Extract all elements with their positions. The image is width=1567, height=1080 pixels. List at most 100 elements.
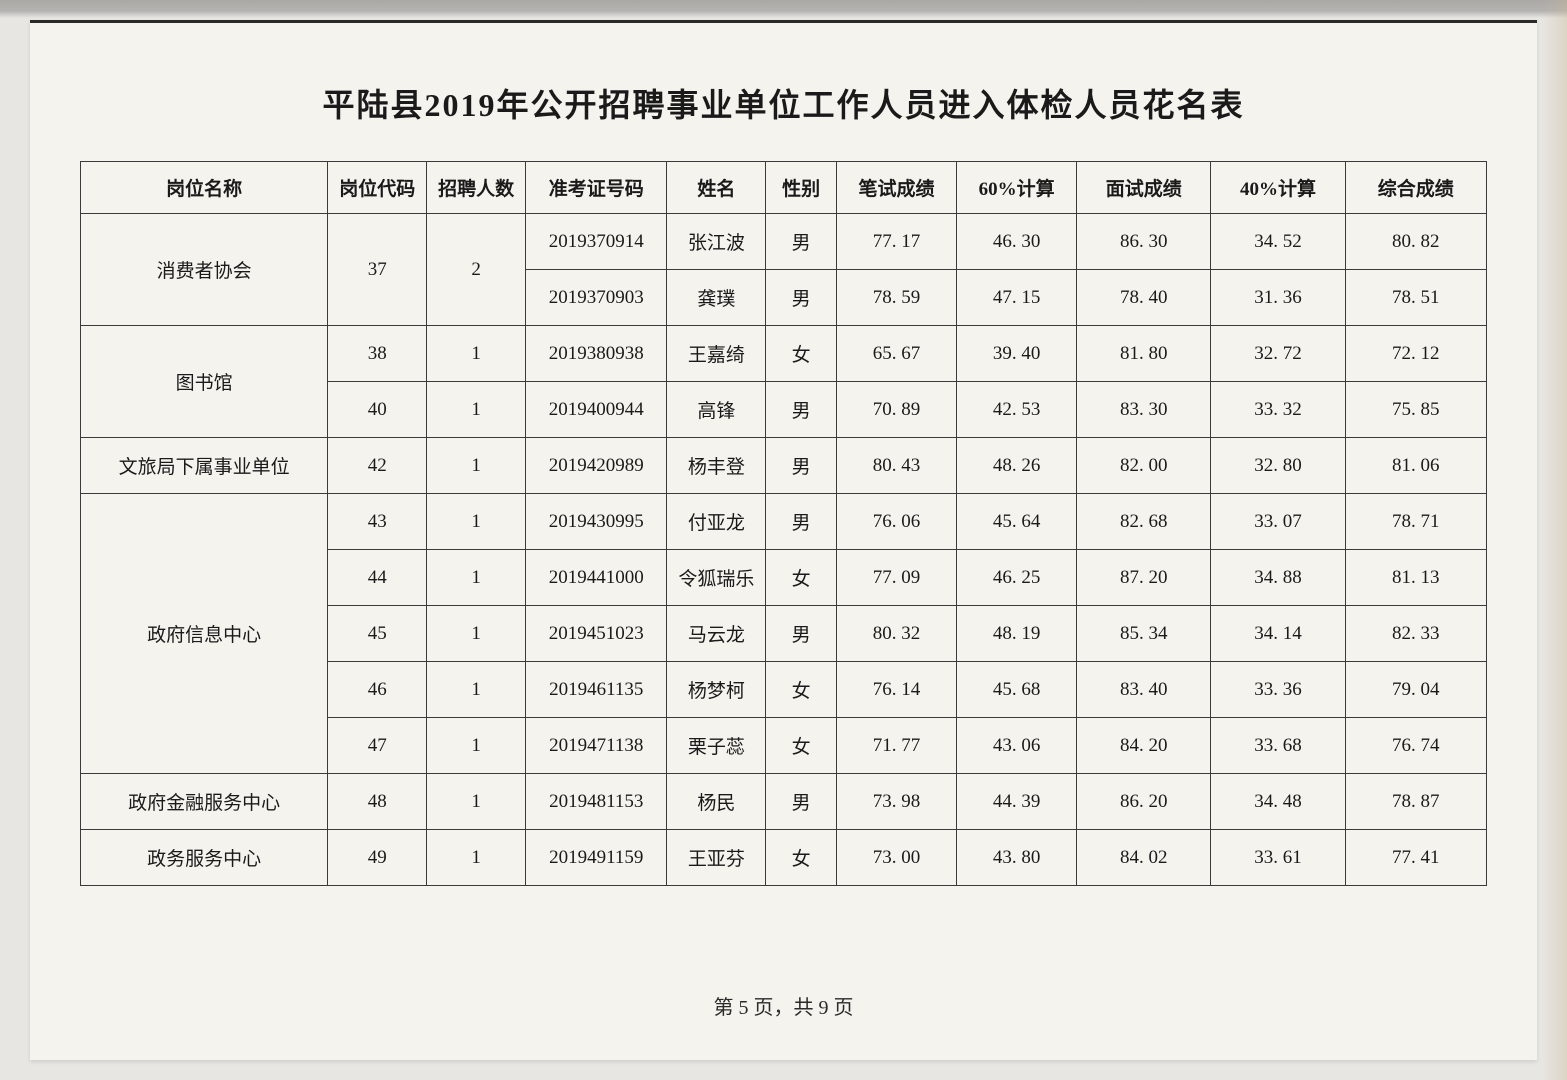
cell-code: 43 bbox=[328, 494, 427, 550]
cell-calc60: 42. 53 bbox=[957, 382, 1077, 438]
cell-code: 48 bbox=[328, 774, 427, 830]
cell-calc40: 33. 32 bbox=[1211, 382, 1345, 438]
cell-total: 81. 06 bbox=[1345, 438, 1486, 494]
cell-gender: 男 bbox=[766, 438, 837, 494]
table-row: 政府信息中心4312019430995付亚龙男76. 0645. 6482. 6… bbox=[81, 494, 1487, 550]
cell-total: 76. 74 bbox=[1345, 718, 1486, 774]
cell-calc40: 34. 14 bbox=[1211, 606, 1345, 662]
col-header-written: 笔试成绩 bbox=[836, 162, 956, 214]
cell-gender: 男 bbox=[766, 270, 837, 326]
cell-count: 1 bbox=[427, 494, 526, 550]
cell-calc60: 45. 64 bbox=[957, 494, 1077, 550]
scan-artifact-top bbox=[0, 0, 1567, 18]
cell-code: 44 bbox=[328, 550, 427, 606]
cell-gender: 女 bbox=[766, 662, 837, 718]
cell-total: 82. 33 bbox=[1345, 606, 1486, 662]
cell-calc60: 44. 39 bbox=[957, 774, 1077, 830]
cell-name: 令狐瑞乐 bbox=[667, 550, 766, 606]
table-row: 消费者协会3722019370914张江波男77. 1746. 3086. 30… bbox=[81, 214, 1487, 270]
cell-position: 消费者协会 bbox=[81, 214, 328, 326]
table-row: 政府金融服务中心4812019481153杨民男73. 9844. 3986. … bbox=[81, 774, 1487, 830]
col-header-name: 姓名 bbox=[667, 162, 766, 214]
col-header-gender: 性别 bbox=[766, 162, 837, 214]
cell-interview: 86. 30 bbox=[1077, 214, 1211, 270]
cell-interview: 78. 40 bbox=[1077, 270, 1211, 326]
cell-written: 78. 59 bbox=[836, 270, 956, 326]
cell-calc60: 43. 80 bbox=[957, 830, 1077, 886]
cell-code: 46 bbox=[328, 662, 427, 718]
cell-interview: 82. 00 bbox=[1077, 438, 1211, 494]
cell-written: 73. 98 bbox=[836, 774, 956, 830]
cell-interview: 84. 20 bbox=[1077, 718, 1211, 774]
page-footer: 第 5 页，共 9 页 bbox=[30, 991, 1537, 1020]
cell-code: 38 bbox=[328, 326, 427, 382]
cell-total: 72. 12 bbox=[1345, 326, 1486, 382]
cell-examno: 2019441000 bbox=[526, 550, 667, 606]
cell-examno: 2019400944 bbox=[526, 382, 667, 438]
cell-calc40: 33. 68 bbox=[1211, 718, 1345, 774]
cell-code: 40 bbox=[328, 382, 427, 438]
cell-written: 76. 06 bbox=[836, 494, 956, 550]
cell-name: 付亚龙 bbox=[667, 494, 766, 550]
col-header-calc40: 40%计算 bbox=[1211, 162, 1345, 214]
col-header-total: 综合成绩 bbox=[1345, 162, 1486, 214]
cell-gender: 女 bbox=[766, 550, 837, 606]
cell-calc40: 31. 36 bbox=[1211, 270, 1345, 326]
cell-gender: 男 bbox=[766, 774, 837, 830]
cell-position: 政务服务中心 bbox=[81, 830, 328, 886]
cell-written: 80. 32 bbox=[836, 606, 956, 662]
cell-total: 78. 87 bbox=[1345, 774, 1486, 830]
cell-examno: 2019481153 bbox=[526, 774, 667, 830]
cell-calc60: 39. 40 bbox=[957, 326, 1077, 382]
cell-calc60: 46. 25 bbox=[957, 550, 1077, 606]
cell-calc40: 33. 61 bbox=[1211, 830, 1345, 886]
cell-position: 政府金融服务中心 bbox=[81, 774, 328, 830]
cell-name: 龚璞 bbox=[667, 270, 766, 326]
cell-position: 政府信息中心 bbox=[81, 494, 328, 774]
cell-code: 49 bbox=[328, 830, 427, 886]
cell-total: 77. 41 bbox=[1345, 830, 1486, 886]
col-header-position: 岗位名称 bbox=[81, 162, 328, 214]
cell-written: 73. 00 bbox=[836, 830, 956, 886]
cell-interview: 83. 30 bbox=[1077, 382, 1211, 438]
cell-total: 75. 85 bbox=[1345, 382, 1486, 438]
cell-count: 2 bbox=[427, 214, 526, 326]
cell-calc40: 34. 52 bbox=[1211, 214, 1345, 270]
cell-gender: 女 bbox=[766, 830, 837, 886]
cell-examno: 2019471138 bbox=[526, 718, 667, 774]
cell-count: 1 bbox=[427, 718, 526, 774]
cell-examno: 2019491159 bbox=[526, 830, 667, 886]
cell-interview: 85. 34 bbox=[1077, 606, 1211, 662]
cell-written: 80. 43 bbox=[836, 438, 956, 494]
cell-position: 图书馆 bbox=[81, 326, 328, 438]
cell-interview: 87. 20 bbox=[1077, 550, 1211, 606]
table-row: 政务服务中心4912019491159王亚芬女73. 0043. 8084. 0… bbox=[81, 830, 1487, 886]
cell-gender: 女 bbox=[766, 718, 837, 774]
col-header-interview: 面试成绩 bbox=[1077, 162, 1211, 214]
cell-count: 1 bbox=[427, 382, 526, 438]
cell-calc40: 34. 88 bbox=[1211, 550, 1345, 606]
cell-total: 80. 82 bbox=[1345, 214, 1486, 270]
cell-name: 王嘉绮 bbox=[667, 326, 766, 382]
cell-calc40: 32. 80 bbox=[1211, 438, 1345, 494]
cell-written: 65. 67 bbox=[836, 326, 956, 382]
cell-name: 张江波 bbox=[667, 214, 766, 270]
col-header-examno: 准考证号码 bbox=[526, 162, 667, 214]
cell-count: 1 bbox=[427, 438, 526, 494]
cell-name: 杨丰登 bbox=[667, 438, 766, 494]
cell-written: 77. 09 bbox=[836, 550, 956, 606]
col-header-calc60: 60%计算 bbox=[957, 162, 1077, 214]
page-title: 平陆县2019年公开招聘事业单位工作人员进入体检人员花名表 bbox=[80, 80, 1487, 126]
document-page: 平陆县2019年公开招聘事业单位工作人员进入体检人员花名表 岗位名称 岗位代码 … bbox=[30, 20, 1537, 1060]
cell-examno: 2019420989 bbox=[526, 438, 667, 494]
cell-name: 高锋 bbox=[667, 382, 766, 438]
cell-calc60: 46. 30 bbox=[957, 214, 1077, 270]
cell-calc40: 33. 07 bbox=[1211, 494, 1345, 550]
cell-name: 杨梦柯 bbox=[667, 662, 766, 718]
cell-written: 70. 89 bbox=[836, 382, 956, 438]
col-header-code: 岗位代码 bbox=[328, 162, 427, 214]
cell-examno: 2019430995 bbox=[526, 494, 667, 550]
cell-gender: 男 bbox=[766, 214, 837, 270]
cell-interview: 81. 80 bbox=[1077, 326, 1211, 382]
cell-total: 79. 04 bbox=[1345, 662, 1486, 718]
